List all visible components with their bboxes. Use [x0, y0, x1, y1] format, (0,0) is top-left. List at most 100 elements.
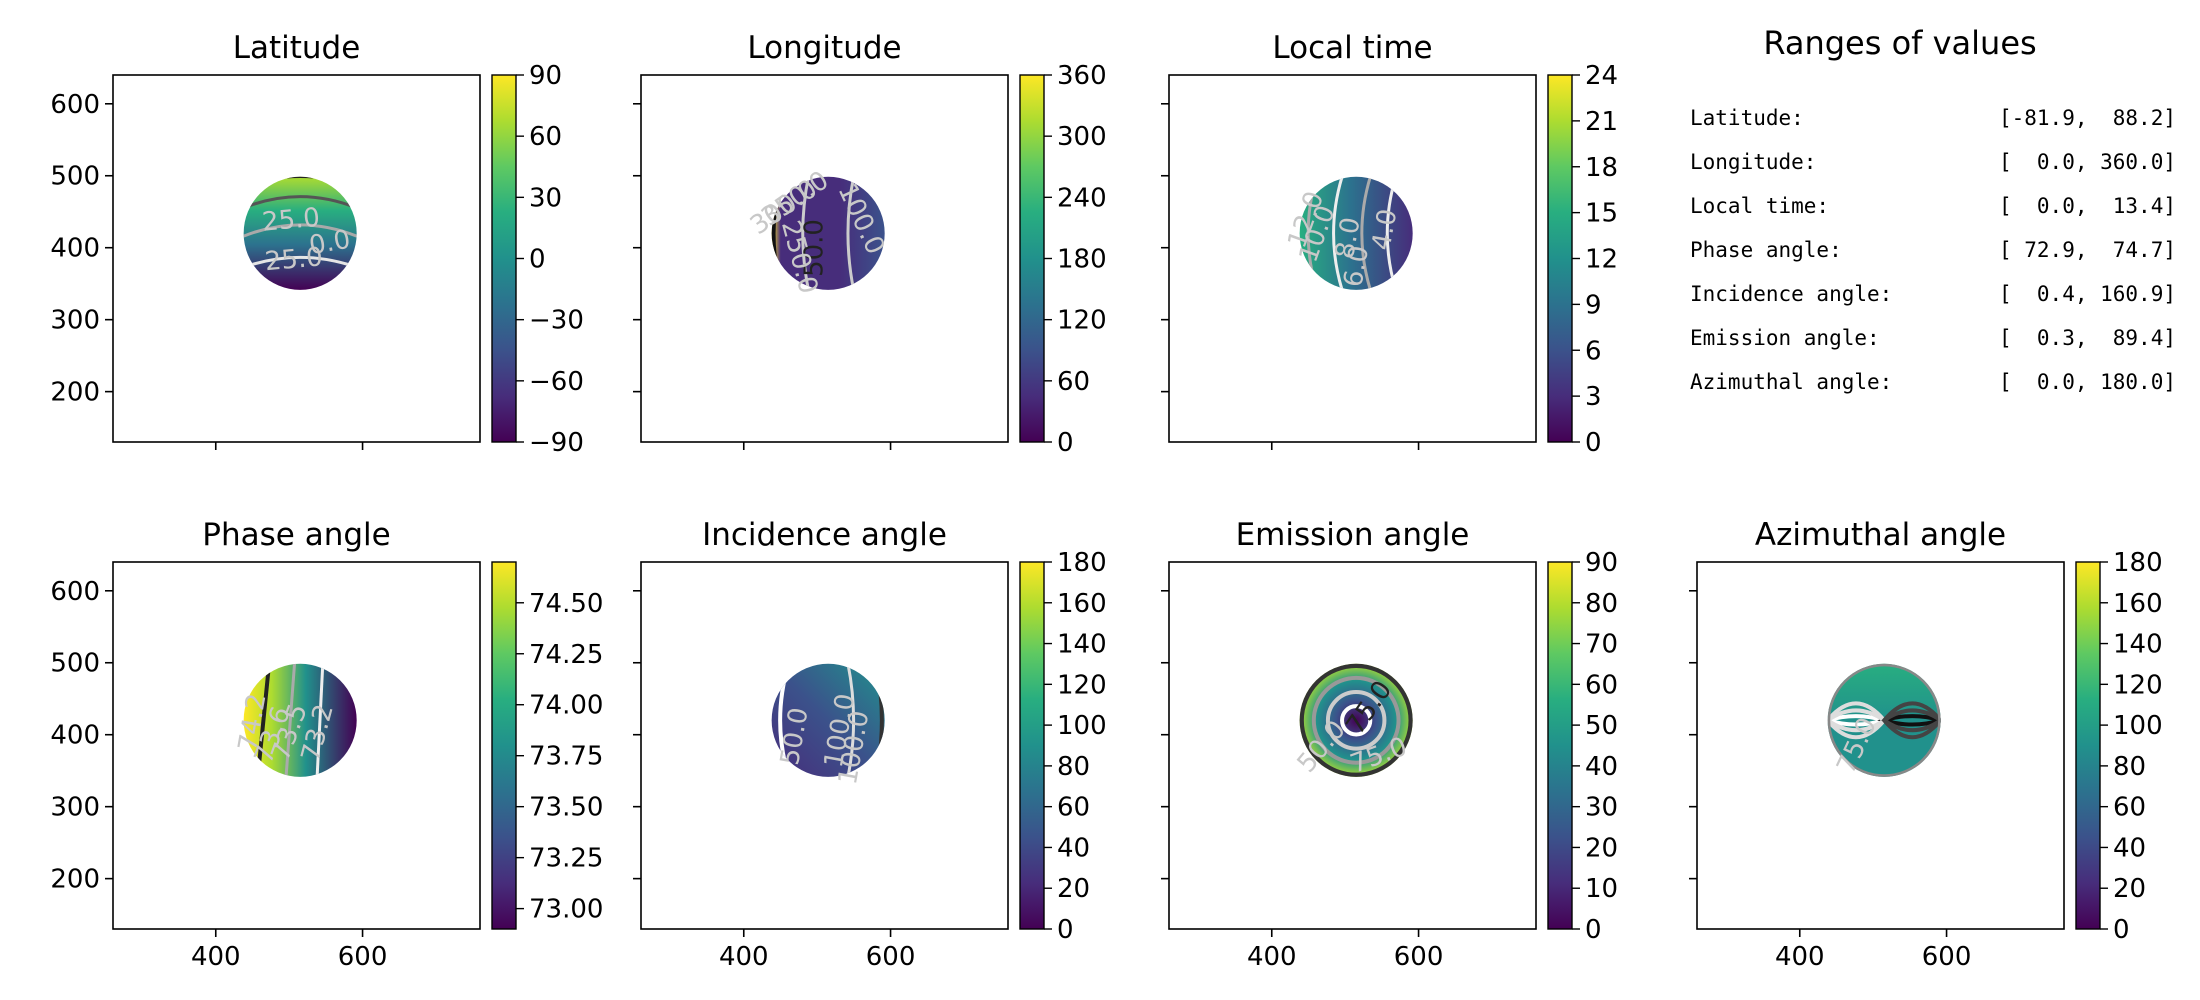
axes-frame — [112, 561, 481, 930]
planet-disk — [771, 663, 885, 777]
range-value: [ 72.9, 74.7] — [1998, 238, 2176, 262]
colorbar-tick-label: 80 — [1585, 589, 1618, 619]
y-tick-label: 500 — [50, 649, 100, 679]
planet-disk — [771, 176, 885, 290]
range-label: Emission angle: — [1690, 326, 1880, 350]
contour-label: 8.0 — [1330, 215, 1367, 261]
contour-line — [1311, 675, 1401, 765]
contour-line — [271, 176, 329, 180]
x-tick-label: 600 — [338, 942, 388, 972]
colorbar-tick-label: 70 — [1585, 630, 1618, 660]
colorbar-tick-label: −30 — [529, 306, 584, 336]
range-value: [ 0.3, 89.4] — [1998, 326, 2176, 350]
colorbar-tick-label: 180 — [1057, 245, 1107, 275]
axes-frame — [112, 74, 481, 443]
colorbar — [1547, 561, 1573, 930]
x-tick-label: 400 — [191, 942, 241, 972]
panel-title: Longitude — [747, 30, 901, 66]
contour-line — [243, 255, 357, 269]
colorbar-tick-label: 140 — [1057, 630, 1107, 660]
colorbar-tick-label: 30 — [529, 183, 562, 213]
colorbar-tick-label: 100 — [2113, 711, 2163, 741]
colorbar-tick-label: 30 — [1585, 793, 1618, 823]
range-label: Incidence angle: — [1690, 282, 1893, 306]
colorbar-tick-label: 240 — [1057, 183, 1107, 213]
colorbar-tick-label: 21 — [1585, 107, 1618, 137]
y-tick-label: 300 — [50, 793, 100, 823]
planet-disk — [1299, 663, 1413, 777]
colorbar-tick-label: 0 — [1585, 428, 1602, 458]
contour-line — [846, 663, 856, 777]
colorbar — [491, 74, 517, 443]
colorbar-tick-label: 50 — [1585, 711, 1618, 741]
x-tick-label: 400 — [719, 942, 769, 972]
contour-lines — [1299, 663, 1413, 777]
panel-local-time: Local time12.010.08.06.04.02421181512963… — [1161, 30, 1618, 458]
colorbar-tick-label: 180 — [2113, 548, 2163, 578]
contour-line — [243, 195, 357, 210]
contour-lines — [255, 663, 325, 777]
range-label: Longitude: — [1690, 150, 1817, 174]
contour-line — [1360, 176, 1372, 290]
colorbar — [1547, 74, 1573, 443]
axes-frame — [640, 561, 1009, 930]
panel-title: Azimuthal angle — [1755, 517, 2006, 553]
colorbar-tick-label: 60 — [1057, 367, 1090, 397]
contour-line — [1881, 701, 1941, 740]
colorbar — [2075, 561, 2101, 930]
colorbar-tick-label: 80 — [2113, 752, 2146, 782]
colorbar-tick-label: 0 — [1057, 915, 1074, 945]
colorbar-tick-label: 20 — [2113, 874, 2146, 904]
colorbar-tick-label: 18 — [1585, 153, 1618, 183]
colorbar-tick-label: 40 — [2113, 833, 2146, 863]
range-value: [ 0.0, 360.0] — [1998, 150, 2176, 174]
colorbar-tick-label: 120 — [1057, 670, 1107, 700]
range-label: Phase angle: — [1690, 238, 1842, 262]
colorbar-tick-label: 20 — [1057, 874, 1090, 904]
planet-disk — [243, 663, 357, 777]
contour-line — [255, 663, 272, 777]
y-tick-label: 400 — [50, 721, 100, 751]
colorbar-tick-label: 140 — [2113, 630, 2163, 660]
panel-title: Phase angle — [202, 517, 390, 553]
colorbar — [1019, 74, 1045, 443]
colorbar-tick-label: 60 — [529, 122, 562, 152]
axes-frame — [640, 74, 1009, 443]
colorbar-tick-label: 20 — [1585, 833, 1618, 863]
colorbar-tick-label: 0 — [1057, 428, 1074, 458]
x-tick-label: 600 — [866, 942, 916, 972]
planet-disk — [1299, 176, 1413, 290]
contour-line — [1325, 690, 1387, 751]
range-label: Latitude: — [1690, 106, 1804, 130]
axes-frame — [1168, 561, 1537, 930]
y-tick-label: 600 — [50, 577, 100, 607]
range-row: Longitude: [ 0.0, 360.0] — [1690, 150, 2190, 194]
colorbar-tick-label: −90 — [529, 428, 584, 458]
contour-label: 0.0 — [307, 225, 353, 262]
x-tick-label: 400 — [1775, 942, 1825, 972]
colorbar-tick-label: 300 — [1057, 122, 1107, 152]
colorbar-tick-label: 0 — [1585, 915, 1602, 945]
range-row: Phase angle: [ 72.9, 74.7] — [1690, 238, 2190, 282]
range-row: Latitude: [-81.9, 88.2] — [1690, 106, 2190, 150]
range-value: [ 0.0, 180.0] — [1998, 370, 2176, 394]
y-tick-label: 200 — [50, 378, 100, 408]
colorbar-tick-label: 40 — [1585, 752, 1618, 782]
contour-line — [243, 223, 357, 238]
colorbar-tick-label: 9 — [1585, 290, 1602, 320]
colorbar-tick-label: 40 — [1057, 833, 1090, 863]
colorbar — [491, 561, 517, 930]
colorbar-tick-label: 3 — [1585, 382, 1602, 412]
colorbar-tick-label: 0 — [529, 245, 546, 275]
contour-line — [1340, 704, 1373, 737]
colorbar-tick-label: 160 — [2113, 589, 2163, 619]
colorbar-tick-label: 74.25 — [529, 640, 603, 670]
colorbar-tick-label: 60 — [1585, 670, 1618, 700]
colorbar-tick-label: 73.50 — [529, 793, 603, 823]
colorbar-tick-label: 60 — [1057, 793, 1090, 823]
contour-line — [1332, 176, 1344, 290]
colorbar-tick-label: 6 — [1585, 336, 1602, 366]
